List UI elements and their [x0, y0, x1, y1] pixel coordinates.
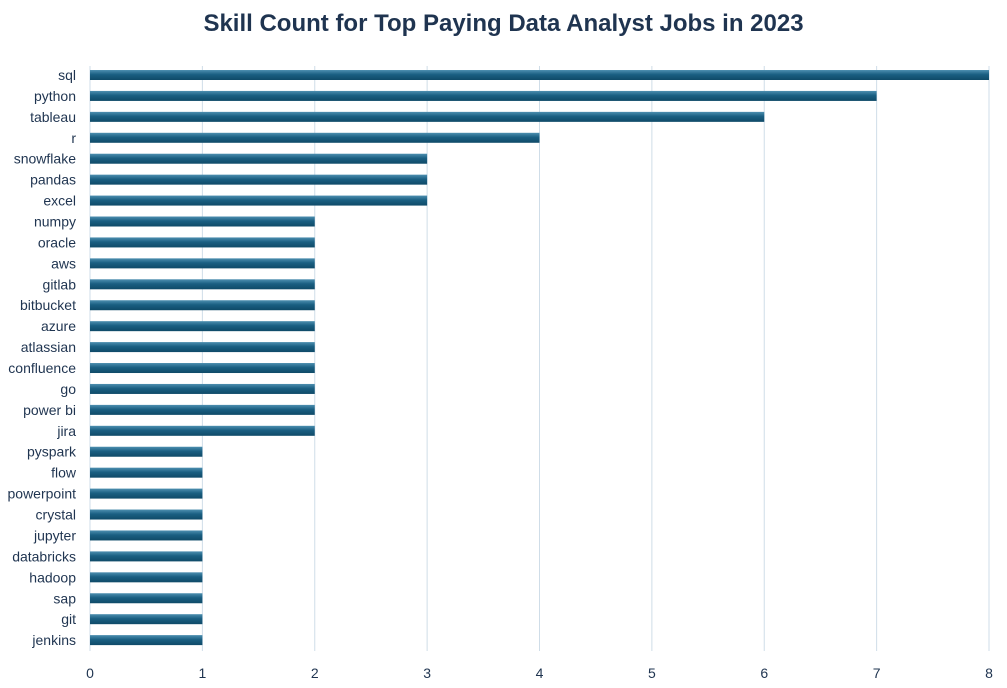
- x-tick-label: 6: [760, 665, 768, 681]
- y-tick-label: numpy: [34, 214, 76, 230]
- y-tick-label: flow: [51, 465, 77, 481]
- x-tick-label: 4: [536, 665, 544, 681]
- bar-confluence: [90, 363, 315, 374]
- y-tick-label: snowflake: [14, 151, 76, 167]
- bars: [90, 70, 989, 646]
- y-tick-label: crystal: [36, 507, 76, 523]
- bar-flow: [90, 467, 203, 478]
- y-tick-label: jira: [56, 423, 76, 439]
- y-tick-label: bitbucket: [20, 297, 76, 313]
- bar-atlassian: [90, 342, 315, 353]
- x-tick-label: 7: [873, 665, 881, 681]
- bar-sql: [90, 70, 989, 80]
- y-tick-label: gitlab: [43, 276, 77, 292]
- x-tick-label: 5: [648, 665, 656, 681]
- bar-jira: [90, 425, 315, 436]
- y-tick-label: python: [34, 88, 76, 104]
- bar-git: [90, 614, 203, 625]
- bar-sap: [90, 593, 203, 604]
- y-tick-label: jenkins: [31, 632, 76, 648]
- y-tick-label: r: [71, 130, 76, 146]
- bar-go: [90, 383, 315, 394]
- bar-excel: [90, 195, 428, 206]
- bar-power-bi: [90, 404, 315, 415]
- bar-hadoop: [90, 572, 203, 583]
- bar-jenkins: [90, 635, 203, 646]
- bar-powerpoint: [90, 488, 203, 499]
- bar-tableau: [90, 111, 765, 122]
- bar-python: [90, 90, 877, 101]
- y-tick-label: pandas: [30, 172, 76, 188]
- bar-databricks: [90, 551, 203, 562]
- y-tick-label: databricks: [12, 548, 76, 564]
- bar-aws: [90, 258, 315, 269]
- bar-gitlab: [90, 279, 315, 290]
- y-tick-label: power bi: [23, 402, 76, 418]
- y-tick-label: jupyter: [33, 527, 76, 543]
- y-tick-label: azure: [41, 318, 76, 334]
- bar-numpy: [90, 216, 315, 227]
- y-tick-label: oracle: [38, 234, 76, 250]
- x-tick-label: 0: [86, 665, 94, 681]
- bar-crystal: [90, 509, 203, 520]
- chart-title: Skill Count for Top Paying Data Analyst …: [203, 10, 804, 37]
- bar-jupyter: [90, 530, 203, 541]
- y-tick-label: sap: [53, 590, 76, 606]
- bar-pyspark: [90, 446, 203, 457]
- y-tick-labels: sql python tableau r snowflake pandas excel num…: [8, 67, 77, 648]
- bar-azure: [90, 321, 315, 332]
- x-tick-label: 8: [985, 665, 993, 681]
- y-tick-label: powerpoint: [8, 486, 77, 502]
- x-tick-label: 3: [423, 665, 431, 681]
- y-tick-label: go: [60, 381, 76, 397]
- y-tick-label: confluence: [8, 360, 76, 376]
- x-tick-label: 1: [198, 665, 206, 681]
- x-tick-label: 2: [311, 665, 319, 681]
- y-tick-label: sql: [58, 67, 76, 83]
- y-tick-label: atlassian: [21, 339, 76, 355]
- x-tick-labels: 0 1 2 3 4 5 6 7 8: [86, 665, 993, 681]
- bar-bitbucket: [90, 300, 315, 311]
- y-tick-label: excel: [43, 193, 76, 209]
- y-tick-label: tableau: [30, 109, 76, 125]
- bar-r: [90, 132, 540, 143]
- y-tick-label: git: [61, 611, 76, 627]
- bar-snowflake: [90, 153, 428, 164]
- y-tick-label: hadoop: [29, 569, 76, 585]
- bar-oracle: [90, 237, 315, 248]
- y-tick-label: pyspark: [27, 444, 77, 460]
- y-tick-label: aws: [51, 255, 76, 271]
- bar-pandas: [90, 174, 428, 185]
